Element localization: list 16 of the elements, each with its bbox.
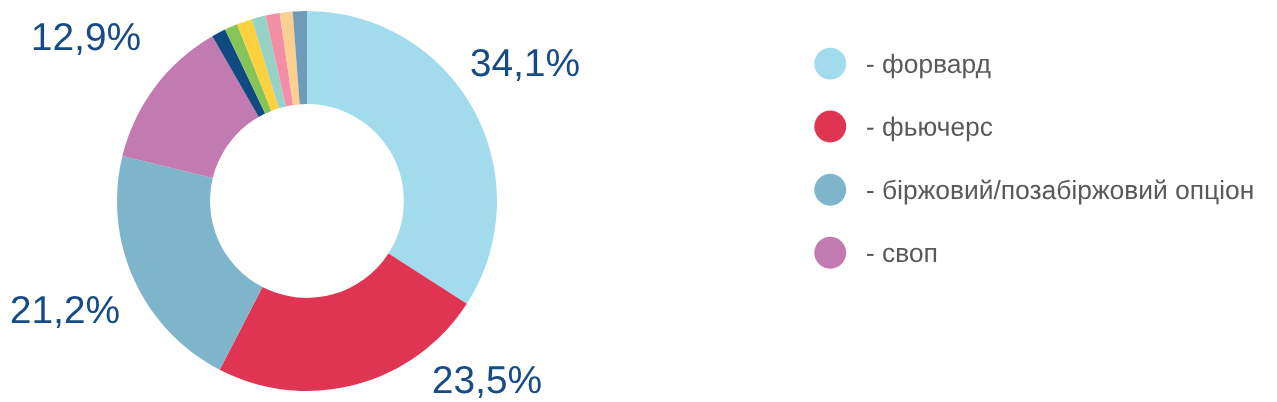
legend-label: - біржовий/позабіржовий опціон xyxy=(867,179,1253,205)
donut-slice xyxy=(212,29,266,117)
donut-slice xyxy=(225,24,272,114)
legend-label: - фьючерс xyxy=(867,116,993,142)
donut-slice xyxy=(117,156,263,370)
data-label: 23,5% xyxy=(433,365,541,399)
data-label: 12,9% xyxy=(33,22,140,56)
legend-label: - форвард xyxy=(867,53,991,79)
donut-slice xyxy=(237,19,279,111)
donut-slice xyxy=(279,11,300,106)
data-label: 34,1% xyxy=(471,48,579,82)
donut-slice xyxy=(265,12,294,107)
donut-slice xyxy=(251,15,286,109)
donut-slice xyxy=(292,11,307,105)
legend-label: - своп xyxy=(867,247,937,263)
data-label: 21,2% xyxy=(11,295,119,329)
